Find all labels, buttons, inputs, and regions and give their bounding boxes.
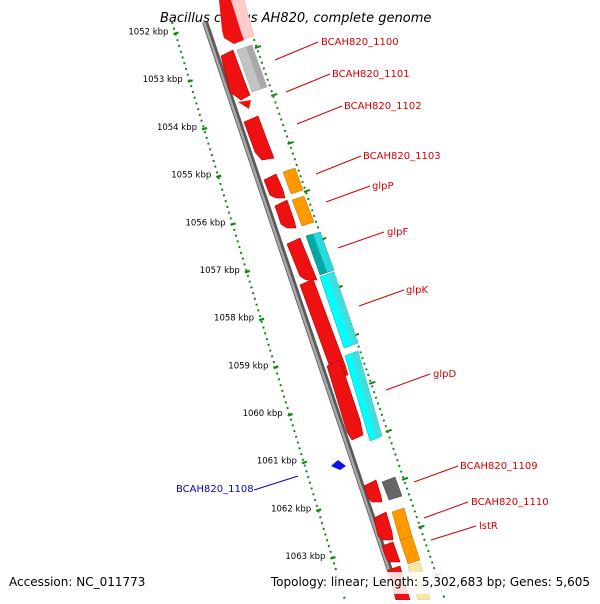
gene-label-glpk[interactable]: glpK <box>406 285 428 296</box>
accession-text: Accession: NC_011773 <box>9 575 145 589</box>
guide-tick <box>418 524 425 529</box>
cds-dark-gray-block[interactable] <box>381 476 403 501</box>
gene-label-glpd[interactable]: glpD <box>433 369 456 380</box>
ruler-label: 1062 kbp <box>271 504 311 514</box>
ruler-label: 1061 kbp <box>257 457 297 467</box>
gene-label-bcah820-1103[interactable]: BCAH820_1103 <box>363 151 441 162</box>
cds-gray-block-shade <box>246 45 267 89</box>
guide-tick <box>270 93 278 97</box>
ruler-tick <box>287 412 293 417</box>
cds-cyan-block-light <box>313 232 334 272</box>
gene-arrow[interactable] <box>220 49 251 101</box>
cds-orange-block[interactable] <box>282 167 304 195</box>
gene-label-bcah820-1110[interactable]: BCAH820_1110 <box>471 497 549 508</box>
ruler-label: 1055 kbp <box>171 171 211 181</box>
sequence-backbone <box>202 21 403 601</box>
genome-summary-text: Topology: linear; Length: 5,302,683 bp; … <box>270 575 590 589</box>
gene-arrow[interactable] <box>381 541 401 563</box>
ruler-tick <box>258 317 265 322</box>
gene-labels: BCAH820_1100 BCAH820_1101 BCAH820_1102 B… <box>176 37 549 532</box>
gene-arrow[interactable] <box>243 115 275 161</box>
ruler-label: 1063 kbp <box>285 552 325 562</box>
gene-label-glpp[interactable]: glpP <box>372 181 394 192</box>
cds-cyan-block-shade <box>328 272 358 345</box>
guide-tick <box>385 428 392 433</box>
gene-arrow[interactable] <box>373 511 394 541</box>
cds-cyan-block-shade <box>352 351 382 438</box>
gene-label-bcah820-1100[interactable]: BCAH820_1100 <box>321 37 399 48</box>
ruler-label: 1054 kbp <box>157 123 197 133</box>
gene-label-bcah820-1101[interactable]: BCAH820_1101 <box>332 69 410 80</box>
ruler: 1052 kbp 1053 kbp 1054 kbp 1055 kbp 1056 kbp… <box>128 21 346 601</box>
cds-orange-block[interactable] <box>391 507 413 541</box>
gene-label-bcah820-1108[interactable]: BCAH820_1108 <box>176 484 254 495</box>
ruler-ticks: 1052 kbp 1053 kbp 1054 kbp 1055 kbp 1056 kbp… <box>128 28 336 562</box>
ruler-tick <box>330 556 336 560</box>
gene-features[interactable] <box>219 0 431 601</box>
ruler-tick <box>273 365 279 369</box>
guide-ticks <box>254 45 442 577</box>
gene-label-bcah820-1109[interactable]: BCAH820_1109 <box>460 461 538 472</box>
gene-arrow[interactable] <box>363 479 383 503</box>
ruler-tick <box>315 508 322 512</box>
guide-tick <box>369 380 376 385</box>
gene-arrow-blue[interactable] <box>331 460 346 470</box>
guide-tick <box>287 141 294 145</box>
gene-label-lstr[interactable]: lstR <box>479 521 498 532</box>
ruler-tick <box>173 31 179 36</box>
gene-arrow[interactable] <box>326 359 364 441</box>
ruler-tick <box>244 269 251 274</box>
ruler-tick <box>187 79 194 83</box>
cds-orange-block[interactable] <box>291 195 315 227</box>
ruler-label: 1053 kbp <box>143 75 183 85</box>
footer-bg <box>0 572 600 594</box>
ruler-label: 1057 kbp <box>200 266 240 276</box>
guide-tick <box>303 188 311 193</box>
gene-arrow[interactable] <box>286 237 318 281</box>
gene-arrow[interactable] <box>219 0 244 44</box>
ruler-label: 1058 kbp <box>214 314 254 324</box>
gene-arrow-small[interactable] <box>238 100 251 109</box>
gene-label-leaders <box>253 41 477 541</box>
ruler-tick <box>230 222 236 226</box>
guide-tick <box>401 476 409 481</box>
ruler-label: 1060 kbp <box>243 409 283 419</box>
ruler-label: 1059 kbp <box>228 361 268 371</box>
gene-arrow[interactable] <box>274 199 297 229</box>
ruler-label: 1056 kbp <box>185 218 225 228</box>
gene-label-glpf[interactable]: glpF <box>387 227 408 238</box>
map-title: Bacillus cereus AH820, complete genome <box>160 11 431 26</box>
ruler-tick <box>301 460 308 465</box>
ruler-tick <box>201 126 208 131</box>
ruler-tick <box>215 174 222 179</box>
guide-tick <box>254 45 262 49</box>
gene-arrow[interactable] <box>263 173 286 199</box>
ruler-line <box>171 21 346 601</box>
gene-label-bcah820-1102[interactable]: BCAH820_1102 <box>344 101 422 112</box>
cds-orange-block[interactable] <box>399 535 421 565</box>
ruler-label: 1052 kbp <box>128 28 168 38</box>
